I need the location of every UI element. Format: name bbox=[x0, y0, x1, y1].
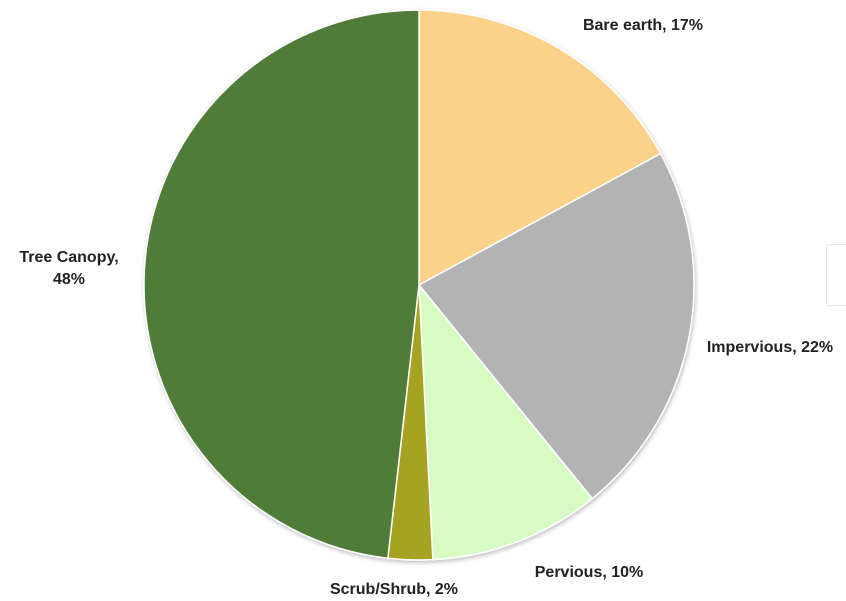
data-label-line: 48% bbox=[53, 271, 85, 288]
data-label-line: Scrub/Shrub, 2% bbox=[330, 581, 458, 598]
data-label-line: Bare earth, 17% bbox=[583, 17, 703, 34]
data-label-scrub-shrub: Scrub/Shrub, 2% bbox=[330, 581, 458, 598]
pie-labels: Bare earth, 17% Impervious, 22% Pervious, … bbox=[19, 17, 833, 598]
data-label-line: Pervious, 10% bbox=[535, 564, 644, 581]
data-label-impervious: Impervious, 22% bbox=[707, 339, 833, 356]
data-label-bare-earth: Bare earth, 17% bbox=[583, 17, 703, 34]
pie-slice-pervious bbox=[418, 282, 594, 561]
edge-artifact bbox=[826, 244, 846, 306]
pie-slice-tree-canopy bbox=[143, 9, 420, 560]
pie-slice-bare-earth bbox=[418, 9, 662, 287]
pie-slices bbox=[143, 9, 695, 561]
data-label-line: Tree Canopy, bbox=[19, 249, 118, 266]
data-label-tree-canopy: Tree Canopy, 48% bbox=[19, 249, 118, 288]
pie-slice-impervious bbox=[417, 152, 695, 500]
data-label-line: Impervious, 22% bbox=[707, 339, 833, 356]
data-label-pervious: Pervious, 10% bbox=[535, 564, 644, 581]
